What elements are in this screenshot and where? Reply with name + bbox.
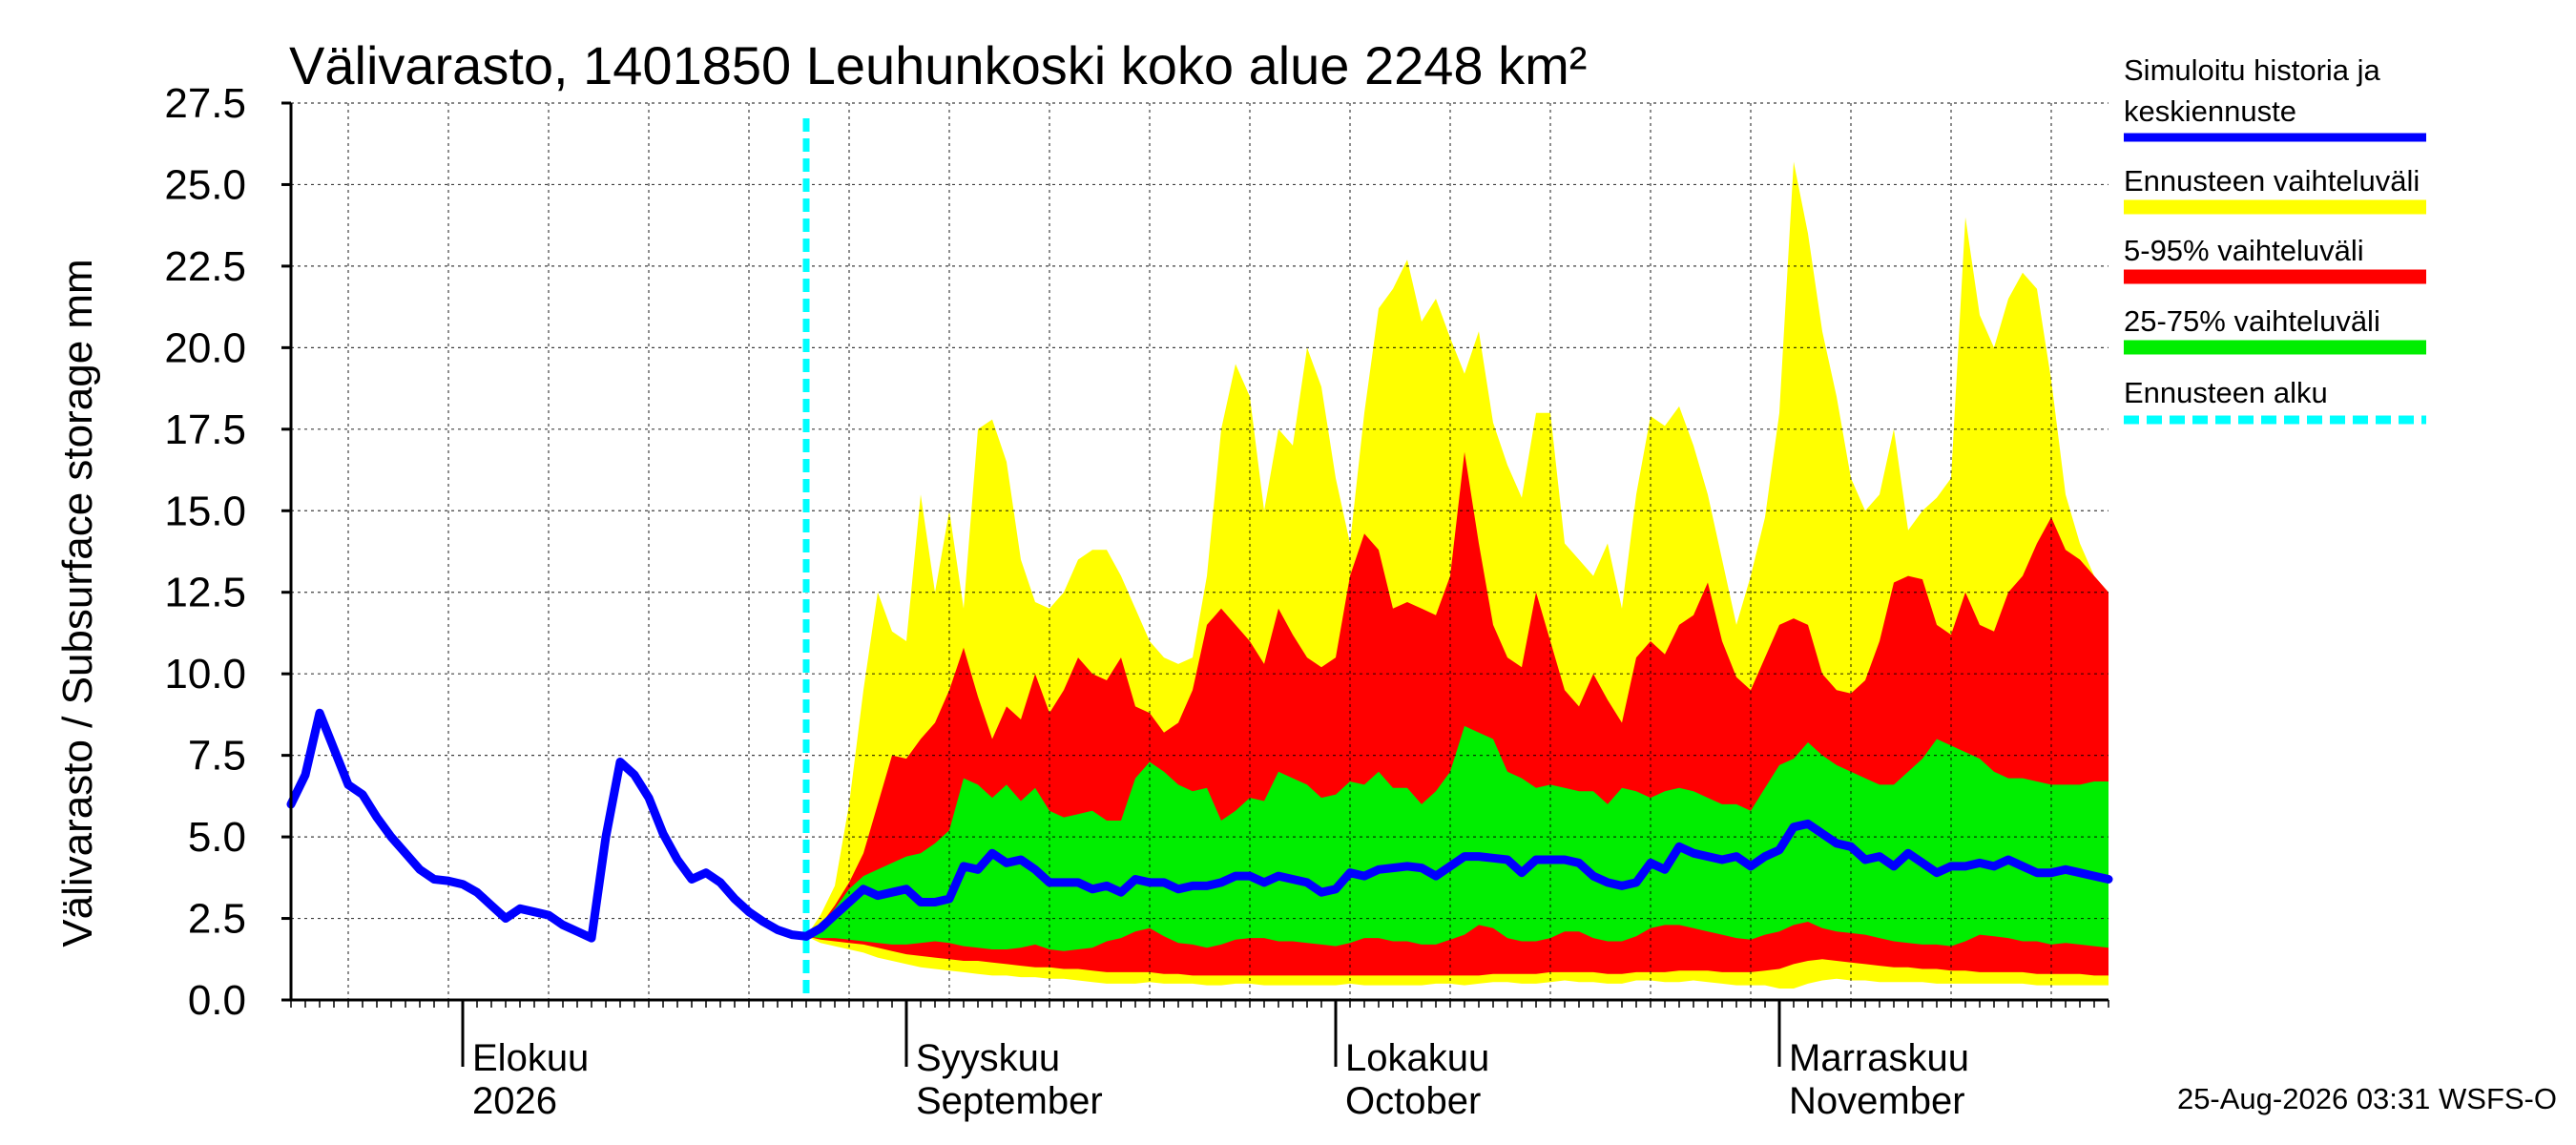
x-month-sublabel: 2026 [472, 1080, 557, 1122]
y-tick-label: 5.0 [188, 814, 246, 861]
legend-item-5-95: 5-95% vaihteluväli [2124, 234, 2426, 284]
history-line [286, 708, 811, 943]
y-tick-label: 27.5 [164, 80, 246, 127]
footer-timestamp: 25-Aug-2026 03:31 WSFS-O [2177, 1082, 2557, 1115]
x-month-sublabel: October [1345, 1080, 1481, 1122]
legend-25-75-label: 25-75% vaihteluväli [2124, 304, 2380, 338]
legend-item-range: Ennusteen vaihteluväli [2124, 164, 2426, 215]
y-tick-label: 15.0 [164, 488, 246, 534]
y-tick-label: 0.0 [188, 977, 246, 1024]
series-history-mean [286, 708, 2113, 943]
y-tick-label: 12.5 [164, 570, 246, 616]
x-month-label: Syyskuu [916, 1037, 1060, 1079]
y-tick-label: 7.5 [188, 733, 246, 780]
plot-area [281, 101, 2113, 1067]
y-tick-label: 2.5 [188, 896, 246, 943]
p25-75-band-area [806, 725, 2109, 951]
y-tick-label: 20.0 [164, 324, 246, 371]
x-month-sublabel: September [916, 1080, 1103, 1122]
legend: Simuloitu historia ja keskiennuste Ennus… [2124, 53, 2426, 425]
y-tick-label: 25.0 [164, 161, 246, 208]
legend-history-line2: keskiennuste [2124, 94, 2296, 128]
forecast-mean-line [801, 819, 2113, 941]
y-tick-label: 10.0 [164, 651, 246, 697]
x-month-label: Lokakuu [1345, 1037, 1489, 1079]
legend-item-25-75: 25-75% vaihteluväli [2124, 304, 2426, 355]
chart-title: Välivarasto, 1401850 Leuhunkoski koko al… [289, 35, 1587, 95]
y-tick-label: 17.5 [164, 406, 246, 453]
legend-5-95-label: 5-95% vaihteluväli [2124, 234, 2364, 267]
y-tick-label: 22.5 [164, 243, 246, 290]
x-month-label: Marraskuu [1789, 1037, 1969, 1079]
legend-history-line1: Simuloitu historia ja [2124, 53, 2381, 87]
y-tick-labels: 0.0 2.5 5.0 7.5 10.0 12.5 15.0 17.5 20.0 22.5 25.0… [164, 80, 246, 1024]
x-month-sublabel: November [1789, 1080, 1965, 1122]
legend-range-label: Ennusteen vaihteluväli [2124, 164, 2420, 198]
legend-item-history: Simuloitu historia ja keskiennuste [2124, 53, 2426, 142]
legend-item-forecast-start: Ennusteen alku [2124, 376, 2426, 425]
legend-forecast-start-label: Ennusteen alku [2124, 376, 2328, 409]
series-25-75-band [806, 725, 2109, 951]
x-month-label: Elokuu [472, 1037, 589, 1079]
axes [281, 101, 2109, 1067]
y-axis-label: Välivarasto / Subsurface storage mm [54, 259, 101, 947]
gridlines [291, 102, 2109, 1001]
